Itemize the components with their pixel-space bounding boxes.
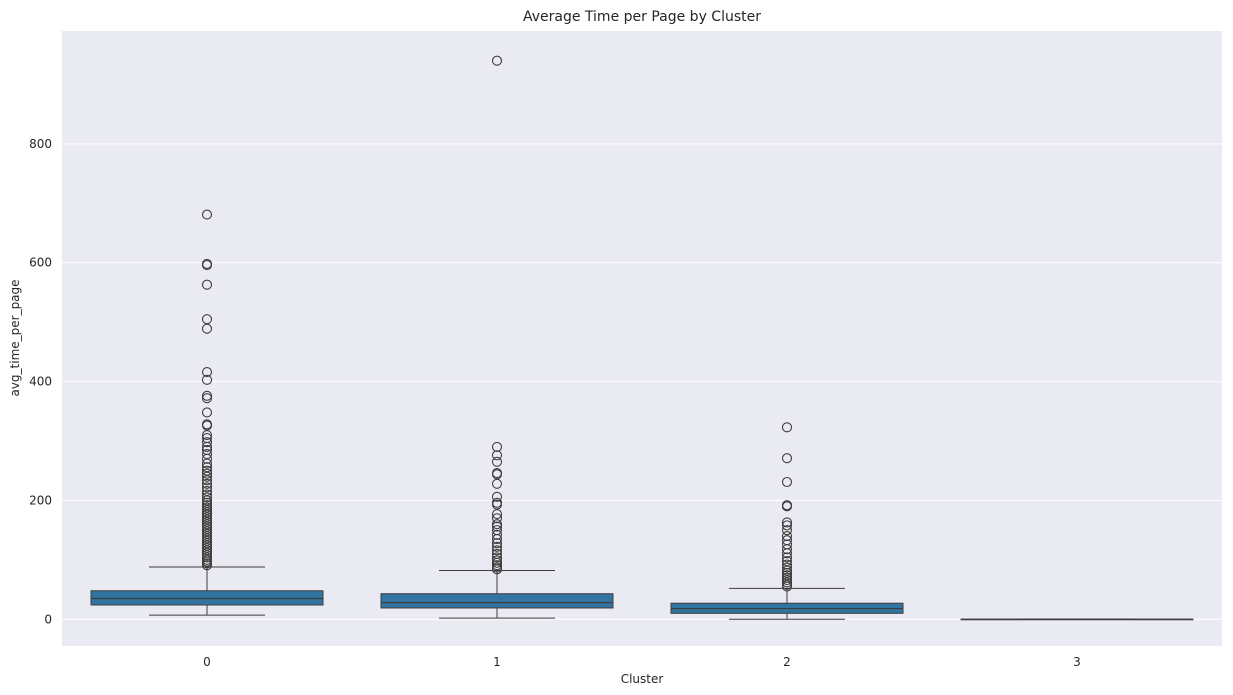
box-group-cluster-1 xyxy=(380,55,614,619)
outlier-point xyxy=(491,441,503,452)
plot-area xyxy=(62,31,1222,646)
outlier-point xyxy=(201,482,213,493)
outlier-point xyxy=(491,533,503,545)
outlier-point xyxy=(781,562,793,573)
x-tick-labels: 0 1 2 3 xyxy=(203,655,1081,669)
y-tick-label: 800 xyxy=(29,137,52,151)
outlier-point xyxy=(781,520,793,531)
outlier-point xyxy=(491,55,503,66)
x-tick-label: 0 xyxy=(203,655,211,669)
outlier-point xyxy=(781,453,793,464)
outlier-point xyxy=(781,517,793,528)
outlier-point xyxy=(201,407,213,418)
outlier-point xyxy=(781,548,793,559)
box-group-cluster-0 xyxy=(90,209,324,616)
y-tick-label: 600 xyxy=(29,256,52,270)
outlier-point xyxy=(491,509,503,520)
outlier-point xyxy=(201,374,213,385)
outlier-point xyxy=(781,577,793,588)
chart-title: Average Time per Page by Cluster xyxy=(523,9,761,25)
outlier-point xyxy=(491,545,503,556)
outlier-point xyxy=(201,441,213,452)
outlier-point xyxy=(781,574,793,586)
box-group-cluster-2 xyxy=(670,422,904,620)
outlier-point xyxy=(491,552,503,563)
x-tick-label: 3 xyxy=(1073,655,1081,669)
outlier-point xyxy=(201,260,213,271)
x-axis-title: Cluster xyxy=(621,672,664,686)
outlier-point xyxy=(781,525,793,536)
outlier-point xyxy=(201,552,213,563)
outlier-point xyxy=(781,501,793,512)
outlier-point xyxy=(491,538,503,549)
outlier-point xyxy=(201,279,213,290)
outlier-point xyxy=(491,491,503,502)
outlier-point xyxy=(781,544,793,555)
outlier-point xyxy=(781,422,793,433)
outlier-point xyxy=(491,519,503,530)
outlier-point xyxy=(491,541,503,552)
outlier-point xyxy=(201,478,213,489)
y-tick-label: 200 xyxy=(29,493,52,507)
outlier-point xyxy=(201,489,213,500)
y-tick-label: 0 xyxy=(44,612,52,626)
boxes xyxy=(90,55,1194,621)
outlier-point xyxy=(201,323,213,334)
outlier-point xyxy=(781,476,793,488)
outlier-point xyxy=(781,531,793,542)
outlier-point xyxy=(491,521,503,532)
outlier-point xyxy=(491,564,503,575)
box-iqr xyxy=(380,593,614,609)
outlier-point xyxy=(201,458,213,469)
outlier-point xyxy=(491,456,503,467)
outlier-point xyxy=(201,471,213,482)
outlier-point xyxy=(201,367,213,378)
outlier-point xyxy=(491,560,503,571)
outlier-point xyxy=(201,475,213,486)
x-tick-label: 2 xyxy=(783,655,791,669)
outlier-point xyxy=(201,393,213,404)
y-tick-labels: 0 200 400 600 800 xyxy=(29,137,52,626)
outlier-point xyxy=(201,437,213,448)
outlier-point xyxy=(781,581,793,592)
outlier-point xyxy=(201,430,213,441)
outlier-point xyxy=(201,550,213,561)
y-tick-label: 400 xyxy=(29,375,52,389)
outlier-point xyxy=(781,552,793,563)
box-group-cluster-3 xyxy=(960,618,1194,621)
outlier-point xyxy=(781,559,793,570)
outlier-point xyxy=(201,453,213,464)
outlier-point xyxy=(491,557,503,568)
outlier-point xyxy=(201,560,213,571)
outlier-point xyxy=(201,492,213,503)
y-axis-title: avg_time_per_page xyxy=(8,279,22,396)
outlier-point xyxy=(201,390,213,401)
outlier-point xyxy=(201,209,213,220)
outlier-point xyxy=(491,450,503,461)
outlier-point xyxy=(491,529,503,540)
x-tick-label: 1 xyxy=(493,655,501,669)
outlier-point xyxy=(491,478,503,489)
outlier-point xyxy=(491,513,503,524)
outlier-point xyxy=(201,468,213,479)
